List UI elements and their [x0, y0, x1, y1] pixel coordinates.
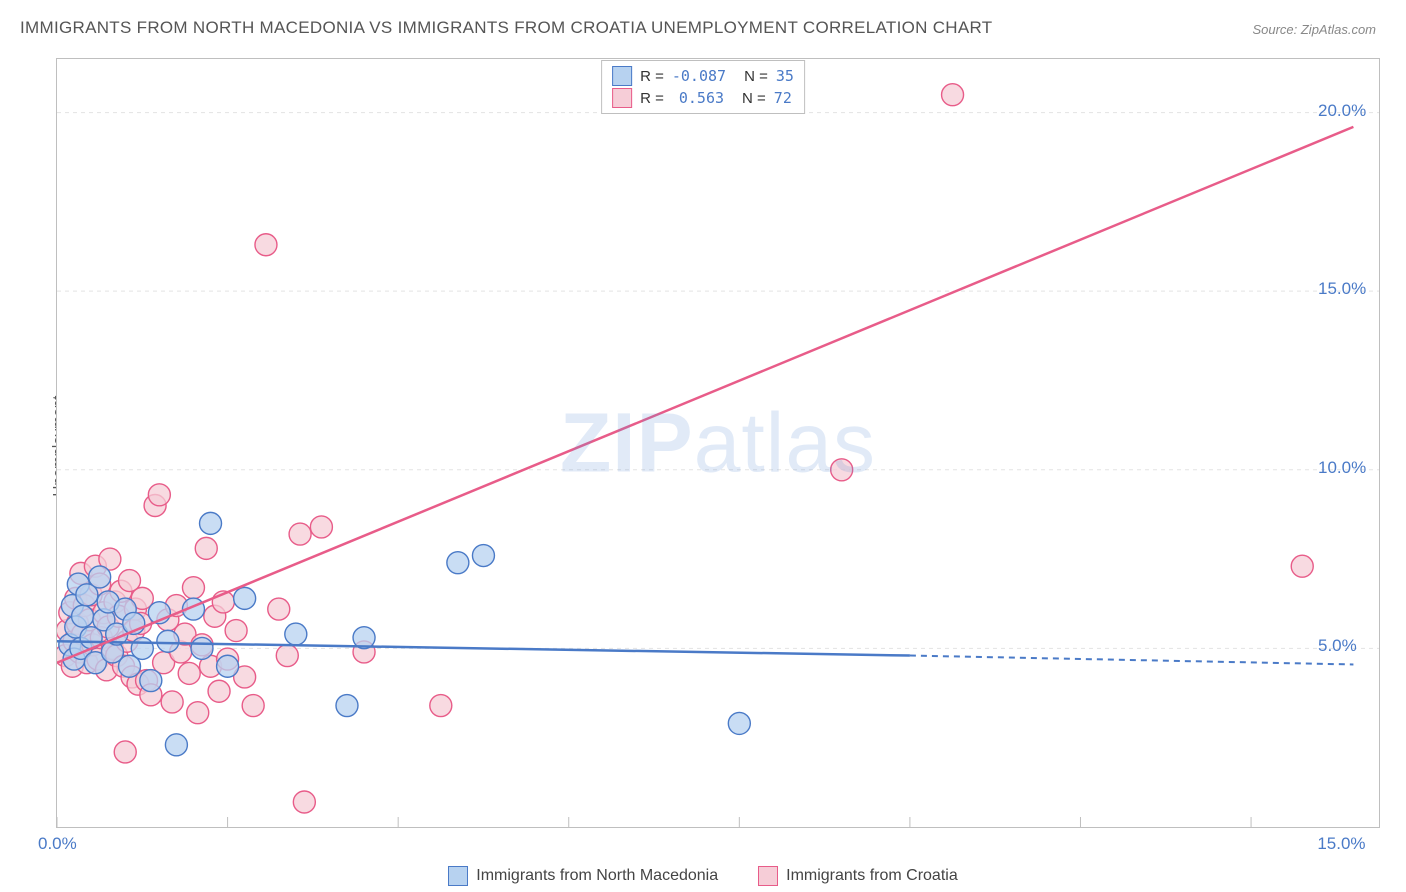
- y-tick-label: 15.0%: [1318, 279, 1366, 299]
- legend-label-blue: Immigrants from North Macedonia: [476, 867, 718, 885]
- n-value-pink: 72: [774, 89, 792, 107]
- y-tick-label: 10.0%: [1318, 458, 1366, 478]
- x-tick-label: 15.0%: [1317, 834, 1365, 854]
- correlation-stats-box: R = -0.087 N = 35 R = 0.563 N = 72: [601, 60, 805, 114]
- bottom-legend: Immigrants from North Macedonia Immigran…: [0, 866, 1406, 886]
- stats-row-pink: R = 0.563 N = 72: [612, 87, 794, 109]
- stats-row-blue: R = -0.087 N = 35: [612, 65, 794, 87]
- y-tick-label: 20.0%: [1318, 101, 1366, 121]
- pink-swatch-icon: [612, 88, 632, 108]
- legend-item-pink: Immigrants from Croatia: [758, 866, 958, 886]
- n-value-blue: 35: [776, 67, 794, 85]
- legend-item-blue: Immigrants from North Macedonia: [448, 866, 718, 886]
- page-title: IMMIGRANTS FROM NORTH MACEDONIA VS IMMIG…: [20, 18, 992, 38]
- legend-label-pink: Immigrants from Croatia: [786, 867, 958, 885]
- source-attribution: Source: ZipAtlas.com: [1252, 22, 1376, 37]
- r-label: R =: [640, 68, 664, 85]
- y-tick-label: 5.0%: [1318, 636, 1357, 656]
- n-label: N =: [744, 68, 768, 85]
- chart-plot-area: ZIPatlas: [56, 58, 1380, 828]
- r-value-blue: -0.087: [672, 67, 726, 85]
- n-label: N =: [742, 90, 766, 107]
- blue-swatch-icon: [448, 866, 468, 886]
- blue-swatch-icon: [612, 66, 632, 86]
- r-label: R =: [640, 90, 664, 107]
- x-tick-label: 0.0%: [38, 834, 77, 854]
- scatter-chart-svg: [57, 59, 1379, 827]
- r-value-pink: 0.563: [679, 89, 724, 107]
- pink-swatch-icon: [758, 866, 778, 886]
